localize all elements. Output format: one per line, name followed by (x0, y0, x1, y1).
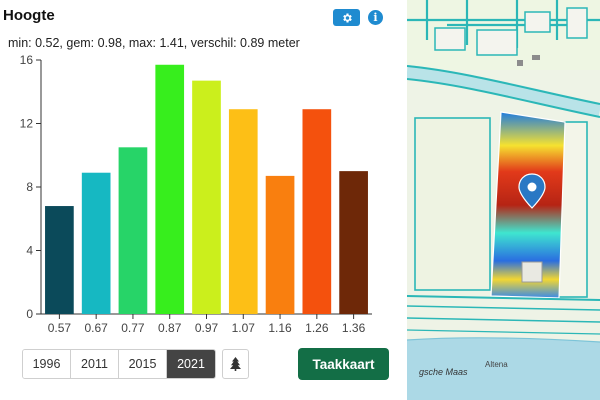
map-view[interactable]: gsche Maas Altena (407, 0, 600, 400)
y-tick-label: 16 (20, 53, 34, 67)
year-button-2021[interactable]: 2021 (167, 350, 215, 378)
year-button-2015[interactable]: 2015 (119, 350, 167, 378)
x-tick-label: 0.77 (121, 321, 145, 335)
info-icon[interactable]: i (368, 10, 383, 25)
y-tick-label: 0 (26, 307, 33, 321)
height-panel: Hoogte i min: 0.52, gem: 0.98, max: 1.41… (3, 7, 389, 380)
x-tick-label: 0.97 (195, 321, 219, 335)
map-pin-icon[interactable] (518, 173, 546, 209)
height-summary: min: 0.52, gem: 0.98, max: 1.41, verschi… (8, 36, 300, 50)
x-tick-label: 1.16 (268, 321, 292, 335)
x-tick-label: 1.07 (232, 321, 256, 335)
histogram-bar[interactable] (339, 171, 368, 314)
histogram-bar[interactable] (118, 147, 148, 314)
gear-icon (342, 13, 352, 22)
x-tick-label: 0.67 (84, 321, 108, 335)
year-button-2011[interactable]: 2011 (71, 350, 119, 378)
histogram-bar[interactable] (81, 172, 111, 314)
year-selector: 1996 2011 2015 2021 (22, 349, 216, 379)
histogram-bar[interactable] (302, 109, 332, 315)
tree-button[interactable] (222, 349, 249, 379)
tree-icon (230, 357, 241, 371)
histogram-bar[interactable] (192, 80, 221, 314)
histogram-bar[interactable] (265, 175, 295, 314)
x-tick-label: 1.36 (342, 321, 366, 335)
x-tick-label: 1.26 (305, 321, 329, 335)
y-tick-label: 12 (20, 117, 34, 131)
histogram-bar[interactable] (155, 64, 185, 314)
year-button-1996[interactable]: 1996 (23, 350, 71, 378)
settings-button[interactable] (333, 9, 360, 26)
height-histogram: 0 4 8 12 16 0.57 0.67 0.77 0.87 0.97 1.07 1.16 1.26 1… (20, 53, 372, 335)
y-tick-label: 4 (26, 244, 33, 258)
taakkaart-button[interactable]: Taakkaart (298, 348, 389, 380)
place-label: Altena (485, 360, 508, 369)
y-tick-label: 8 (26, 180, 33, 194)
map-canvas[interactable] (407, 0, 600, 400)
histogram-bar[interactable] (45, 206, 74, 314)
histogram-bar[interactable] (228, 109, 258, 315)
river-label: gsche Maas (419, 367, 468, 377)
info-glyph: i (373, 11, 378, 24)
x-tick-label: 0.87 (158, 321, 182, 335)
panel-title: Hoogte (3, 7, 55, 24)
x-tick-label: 0.57 (48, 321, 72, 335)
